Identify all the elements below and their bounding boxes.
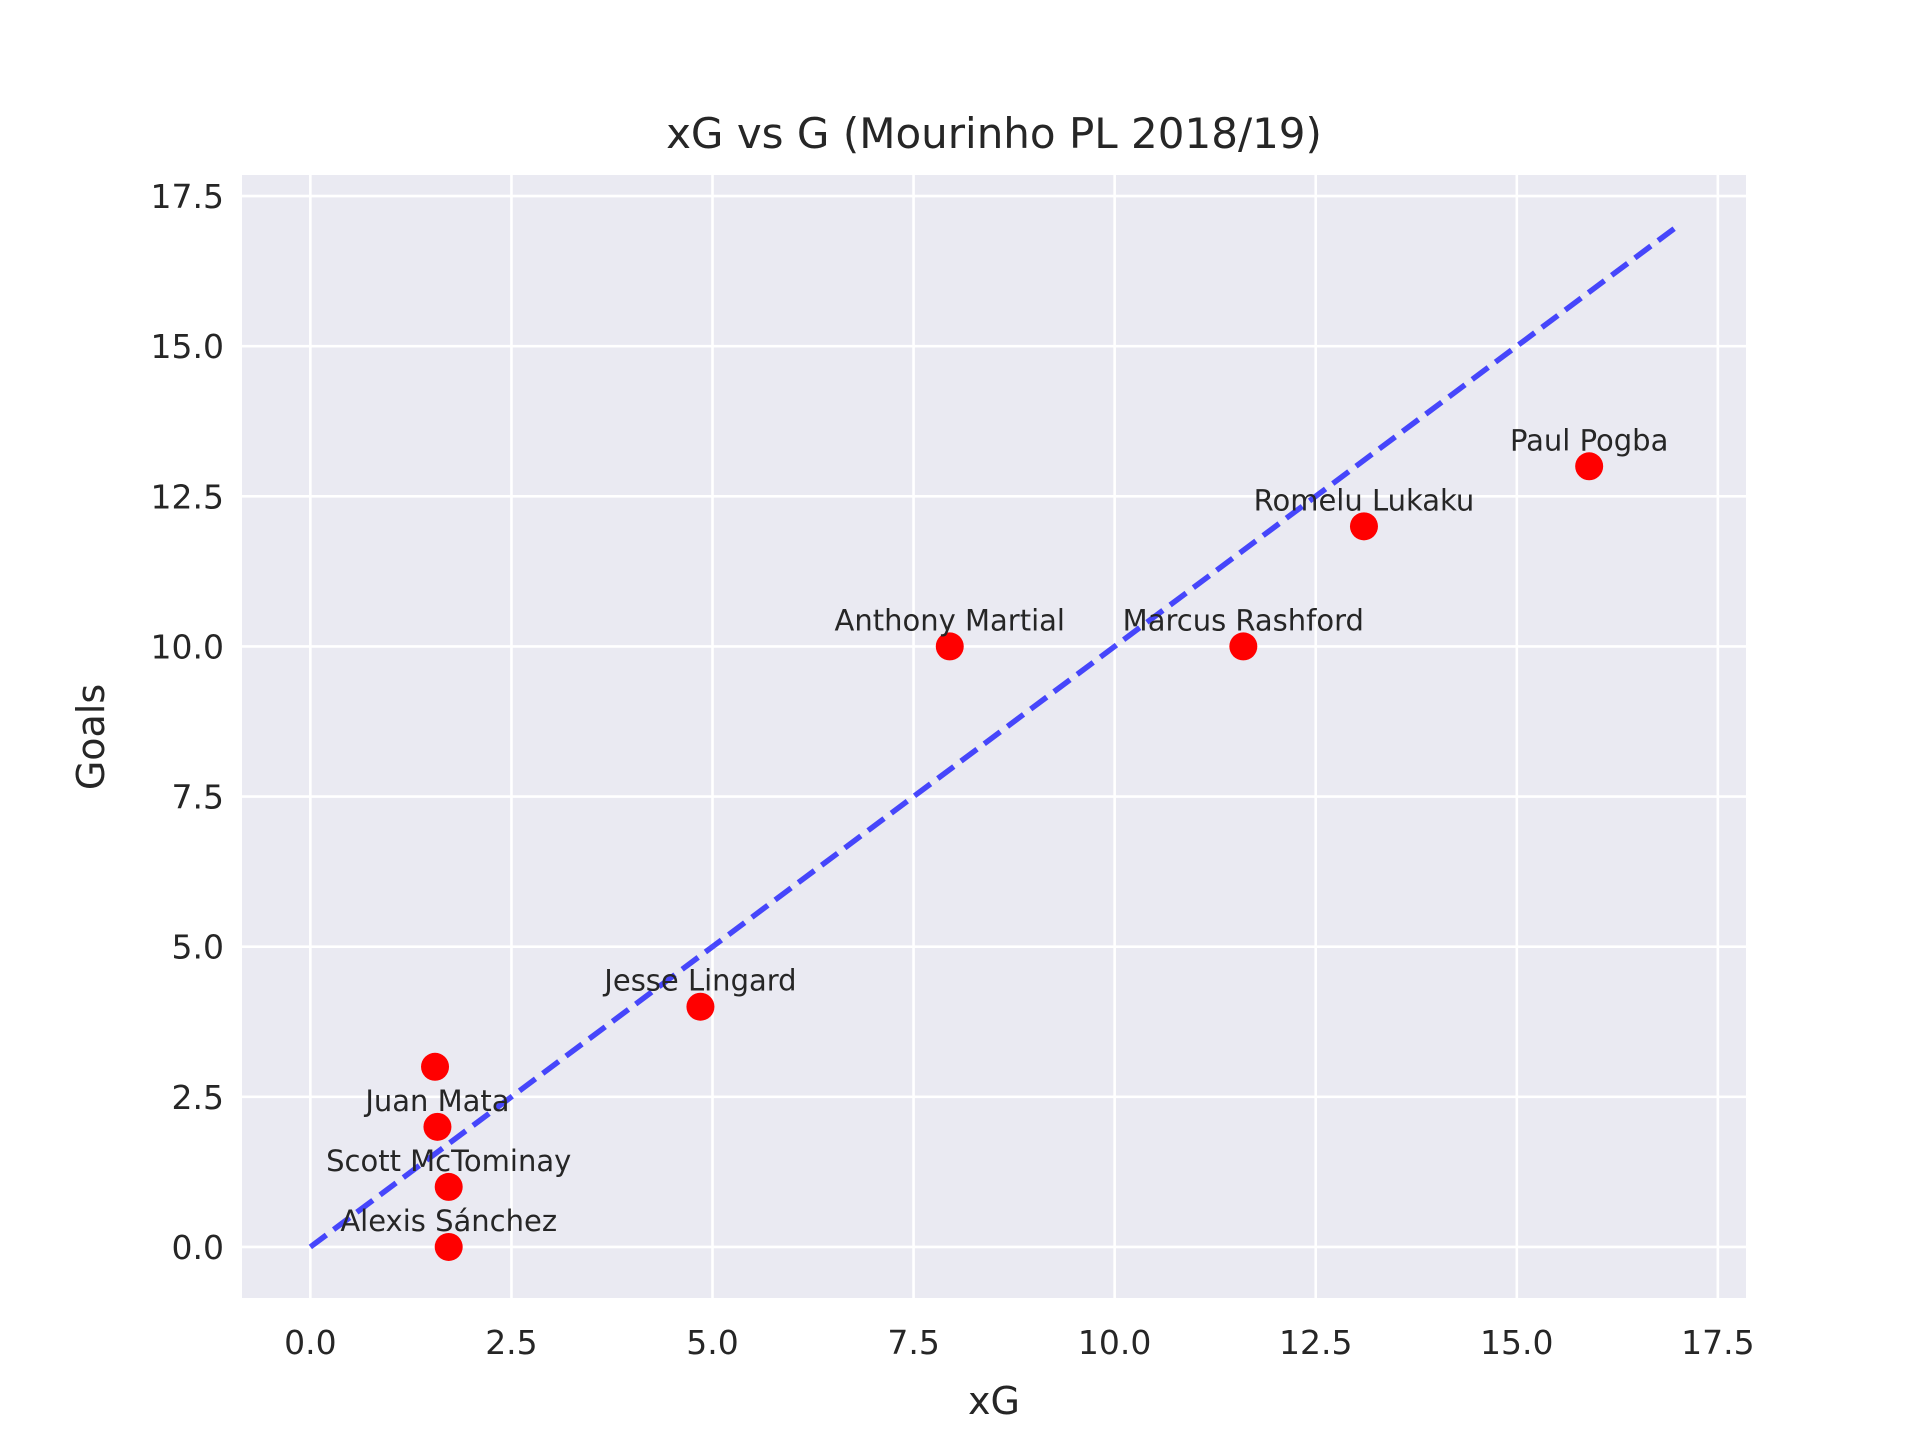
y-tick-label: 12.5 [151, 477, 224, 516]
point-label: Scott McTominay [326, 1144, 571, 1178]
point-label: Paul Pogba [1510, 423, 1668, 457]
y-tick-label: 5.0 [172, 928, 224, 967]
point-label: Alexis Sánchez [340, 1204, 557, 1238]
y-tick-label: 17.5 [151, 177, 224, 216]
y-axis-label: Goals [69, 684, 113, 790]
data-point [686, 992, 715, 1021]
data-point [1349, 512, 1378, 541]
x-tick-label: 5.0 [686, 1323, 738, 1362]
x-tick-label: 15.0 [1480, 1323, 1553, 1362]
grid [242, 175, 1746, 1298]
point-label: Marcus Rashford [1123, 603, 1364, 637]
point-label: Romelu Lukaku [1254, 483, 1475, 517]
x-tick-labels: 0.0 2.5 5.0 7.5 10.0 12.5 15.0 17.5 [284, 1323, 1754, 1362]
y-tick-label: 15.0 [151, 327, 224, 366]
chart-title: xG vs G (Mourinho PL 2018/19) [666, 109, 1322, 158]
data-point [935, 632, 964, 661]
y-tick-label: 0.0 [172, 1228, 224, 1267]
y-tick-label: 2.5 [172, 1078, 224, 1117]
y-tick-label: 10.0 [151, 627, 224, 666]
x-tick-label: 10.0 [1078, 1323, 1151, 1362]
data-point [1575, 452, 1604, 481]
x-tick-label: 0.0 [284, 1323, 336, 1362]
x-tick-label: 17.5 [1681, 1323, 1754, 1362]
x-tick-label: 12.5 [1279, 1323, 1352, 1362]
point-label: Jesse Lingard [602, 964, 796, 998]
x-tick-label: 2.5 [485, 1323, 537, 1362]
data-point [1229, 632, 1258, 661]
data-point [434, 1172, 463, 1201]
x-axis-label: xG [968, 1379, 1020, 1423]
point-label: Juan Mata [363, 1084, 509, 1118]
y-tick-label: 7.5 [172, 778, 224, 817]
data-point [423, 1112, 452, 1141]
reference-line-group [308, 223, 1680, 1250]
x-tick-label: 7.5 [887, 1323, 939, 1362]
data-point [421, 1052, 450, 1081]
y-tick-labels: 0.0 2.5 5.0 7.5 10.0 12.5 15.0 17.5 [151, 177, 224, 1267]
point-labels: Paul Pogba Romelu Lukaku Anthony Martial Ma… [326, 423, 1668, 1238]
points [421, 452, 1604, 1261]
data-point [434, 1232, 463, 1261]
reference-line [308, 223, 1680, 1250]
point-label: Anthony Martial [835, 603, 1065, 637]
